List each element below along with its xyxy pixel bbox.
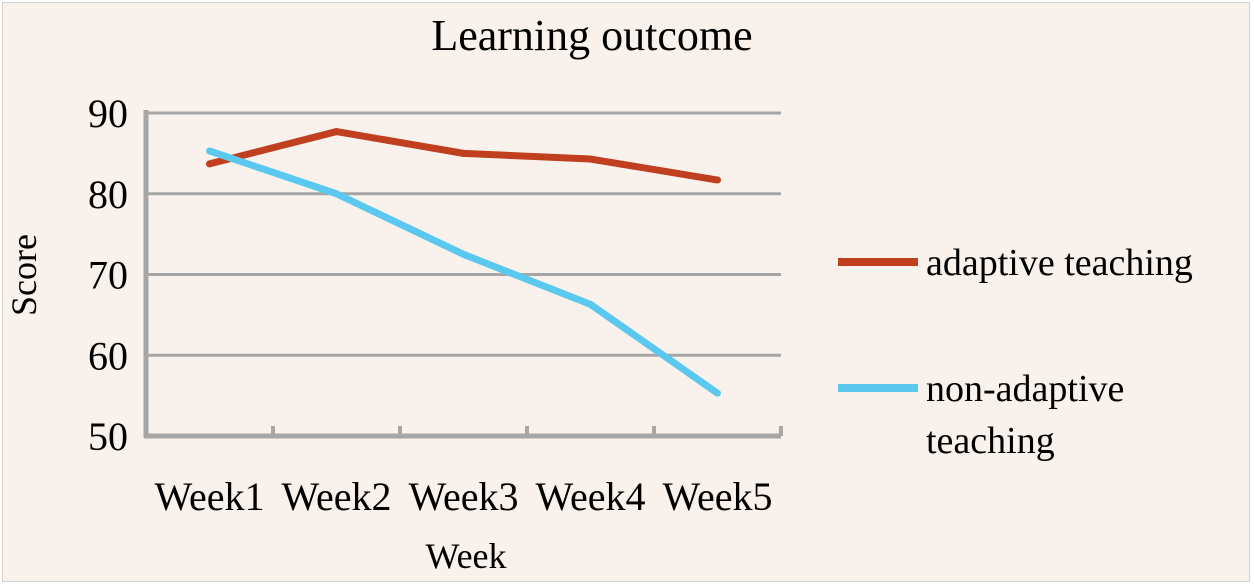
x-tick-label-2: Week2	[281, 474, 391, 519]
legend-label-2-line-2: teaching	[926, 420, 1055, 462]
data-point-1-3	[460, 149, 467, 157]
gridlines	[146, 111, 781, 357]
legend-label-2-line-1: non-adaptive	[926, 368, 1124, 410]
x-tick-label-1: Week1	[154, 474, 264, 519]
data-point-1-1	[206, 160, 213, 168]
y-tick-labels: 50 60 70 80 90	[88, 91, 128, 459]
data-point-2-2	[333, 190, 340, 198]
y-tick-label-80: 80	[88, 172, 128, 217]
data-point-1-4	[587, 155, 594, 163]
y-tick-label-60: 60	[88, 333, 128, 378]
y-tick-label-50: 50	[88, 414, 128, 459]
legend-label-1-line-1: adaptive teaching	[926, 242, 1193, 284]
x-tick-label-5: Week5	[662, 474, 772, 519]
x-axis-title: Week	[425, 536, 506, 576]
x-tick-label-4: Week4	[535, 474, 645, 519]
data-point-2-3	[460, 250, 467, 258]
y-tick-label-90: 90	[88, 91, 128, 136]
y-axis-title: Score	[4, 234, 44, 316]
axes	[143, 110, 783, 439]
x-tick-labels: Week1 Week2 Week3 Week4 Week5	[154, 474, 772, 519]
data-point-1-2	[333, 128, 340, 136]
data-point-2-4	[587, 300, 594, 308]
data-point-1-5	[714, 176, 721, 184]
y-tick-label-70: 70	[88, 253, 128, 298]
x-tick-label-3: Week3	[408, 474, 518, 519]
series-line-2	[208, 147, 720, 397]
data-point-2-5	[714, 389, 721, 397]
legend: adaptive teaching non-adaptive teaching	[838, 242, 1193, 462]
series-lines	[206, 128, 721, 397]
chart-title: Learning outcome	[431, 11, 752, 60]
data-point-2-1	[206, 147, 213, 155]
